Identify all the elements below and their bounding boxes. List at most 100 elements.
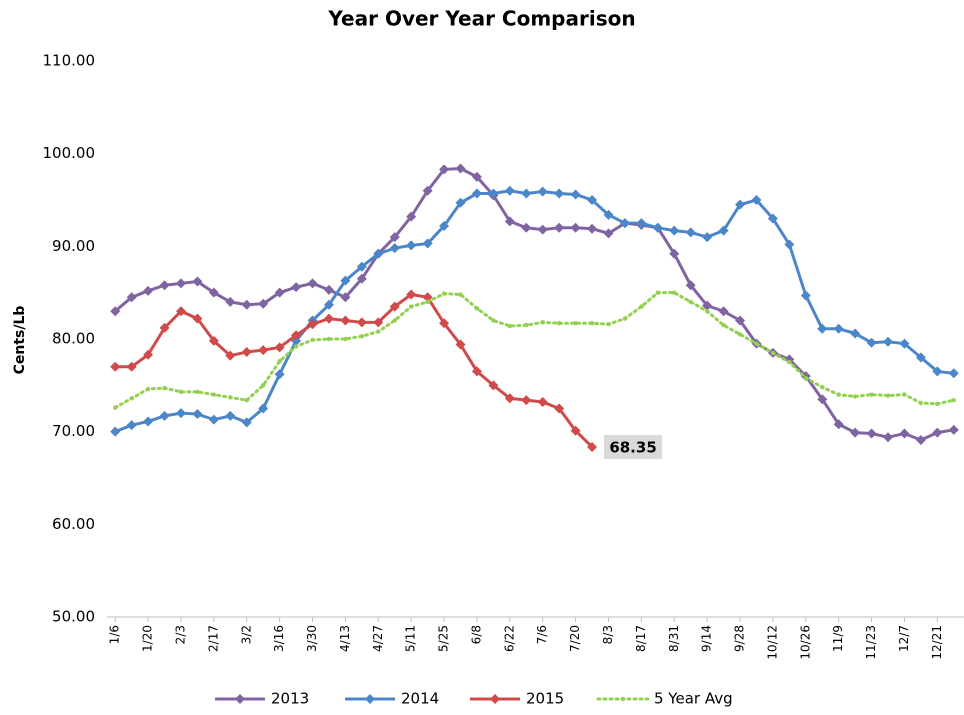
series-marker — [524, 322, 529, 328]
x-tick-label: 11/9 — [831, 625, 845, 652]
series-marker — [225, 350, 236, 361]
series-marker — [471, 188, 482, 199]
x-tick-label: 3/2 — [239, 625, 253, 644]
series-marker — [537, 186, 548, 197]
series-marker — [389, 301, 400, 312]
series-marker — [751, 195, 762, 205]
series-marker — [439, 220, 450, 231]
series-marker — [573, 321, 578, 326]
series-marker — [439, 164, 450, 175]
y-tick-label: 80.00 — [52, 330, 95, 348]
series-marker — [241, 417, 252, 428]
series-marker — [258, 345, 269, 356]
series-line — [115, 292, 594, 449]
series-line — [114, 166, 955, 442]
x-tick-label: 5/11 — [404, 625, 418, 652]
series-marker — [110, 361, 121, 372]
series-marker — [258, 298, 269, 309]
series-marker — [455, 163, 466, 174]
data-label-box — [604, 434, 663, 459]
series-marker — [754, 341, 759, 346]
legend-label: 2014 — [401, 690, 439, 708]
series-marker — [537, 224, 548, 235]
x-tick-label: 10/12 — [765, 625, 779, 660]
series-marker — [899, 428, 910, 439]
y-tick-label: 100.00 — [43, 144, 96, 162]
series-marker — [721, 322, 726, 328]
series-marker — [735, 315, 746, 326]
x-tick-label: 12/21 — [930, 625, 944, 660]
x-tick-label: 9/14 — [700, 625, 714, 652]
y-tick-label: 70.00 — [52, 422, 95, 440]
series-marker — [820, 384, 825, 390]
series-line — [114, 189, 954, 434]
series-marker — [770, 350, 776, 356]
series-marker — [833, 323, 844, 334]
series-marker — [307, 319, 318, 330]
series-marker — [702, 232, 713, 243]
legend-marker — [620, 696, 626, 702]
series-marker — [241, 299, 252, 310]
series-marker — [767, 213, 778, 224]
series-marker — [274, 287, 285, 298]
series-marker — [291, 282, 302, 293]
x-tick-label: 8/3 — [601, 625, 615, 644]
y-axis-label: Cents/Lb — [12, 306, 28, 375]
series-marker — [261, 383, 266, 388]
series-marker — [277, 359, 282, 364]
series-marker — [587, 195, 598, 205]
series-marker — [406, 289, 417, 300]
series-marker — [570, 189, 581, 200]
series-marker — [422, 185, 433, 196]
series-marker — [455, 197, 466, 208]
series-marker — [343, 336, 348, 342]
series-marker — [113, 405, 118, 410]
series-marker — [603, 209, 614, 220]
x-tick-label: 12/7 — [897, 625, 911, 652]
series-marker — [948, 368, 959, 379]
series-marker — [126, 420, 137, 431]
x-tick-label: 3/16 — [272, 625, 286, 652]
x-tick-label: 6/8 — [469, 625, 483, 644]
y-tick-label: 110.00 — [43, 52, 96, 70]
x-tick-label: 3/30 — [305, 625, 319, 652]
series-marker — [392, 318, 397, 323]
series-marker — [143, 285, 154, 296]
series-marker — [587, 441, 598, 452]
series-marker — [143, 349, 154, 360]
series-marker — [159, 322, 170, 333]
y-tick-label: 90.00 — [52, 237, 95, 255]
series-marker — [110, 306, 121, 317]
series-marker — [376, 329, 381, 334]
series-marker — [192, 313, 203, 324]
series-marker — [143, 416, 154, 427]
series-marker — [850, 328, 861, 339]
series-marker — [195, 389, 200, 395]
series-marker — [833, 419, 844, 430]
x-tick-label: 7/20 — [568, 625, 582, 652]
series-marker — [735, 199, 746, 210]
series-marker — [737, 332, 743, 337]
series-marker — [455, 339, 466, 350]
series-marker — [504, 185, 515, 196]
x-tick-label: 4/13 — [338, 625, 352, 652]
series-marker — [622, 316, 628, 321]
legend-label: 2013 — [271, 690, 309, 708]
series-marker — [225, 296, 236, 307]
series-marker — [587, 223, 598, 234]
series-marker — [672, 290, 677, 295]
series-marker — [307, 278, 318, 289]
series-marker — [885, 393, 891, 398]
series-marker — [883, 432, 894, 443]
series-marker — [554, 188, 565, 199]
series-marker — [162, 385, 167, 391]
series-marker — [175, 278, 186, 289]
legend-label: 5 Year Avg — [654, 690, 733, 708]
series-marker — [935, 401, 940, 407]
series-marker — [603, 228, 614, 239]
series-marker — [126, 292, 137, 303]
series-marker — [718, 225, 729, 236]
series-marker — [356, 273, 367, 284]
series-marker — [504, 393, 515, 404]
